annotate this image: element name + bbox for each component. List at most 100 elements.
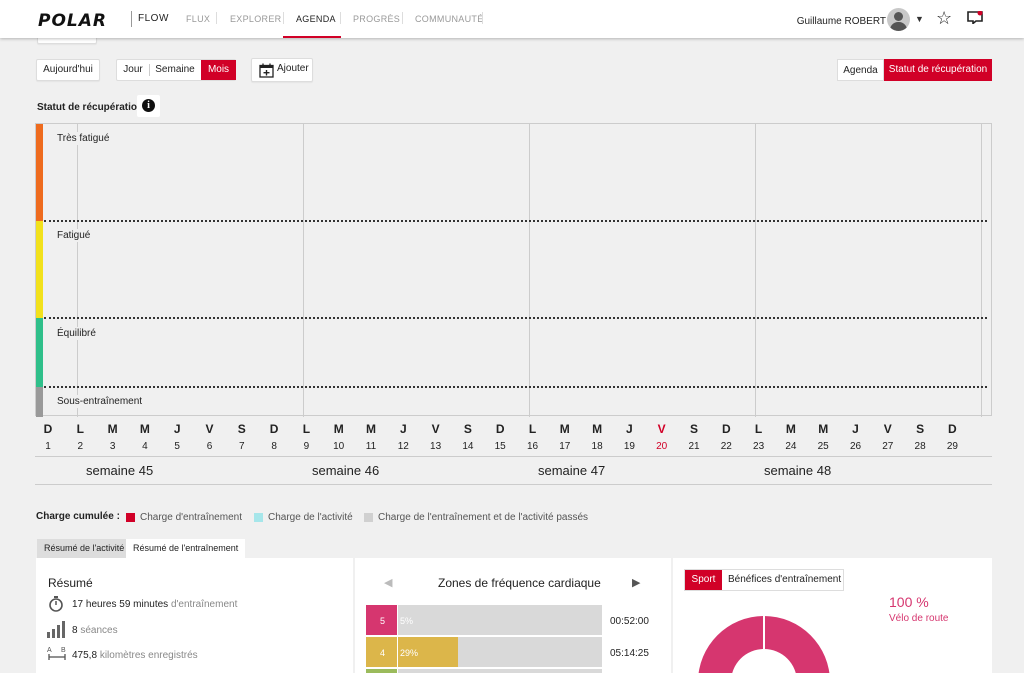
day-number: 20 bbox=[656, 441, 668, 452]
day-letter: M bbox=[818, 422, 829, 436]
tab-activity-summary[interactable]: Résumé de l'activité bbox=[37, 539, 132, 558]
week-label: semaine 46 bbox=[312, 463, 380, 478]
sport-pie-chart bbox=[698, 616, 830, 673]
segment-divider bbox=[149, 64, 150, 76]
summary-title: Résumé bbox=[48, 576, 93, 590]
zone-bar-undertrained bbox=[36, 387, 43, 417]
logo-divider bbox=[131, 11, 132, 27]
right-view-toggle: Agenda Statut de récupération bbox=[837, 59, 992, 81]
week-gridline bbox=[755, 124, 756, 417]
zone-bar-tired bbox=[36, 221, 43, 318]
nav-item-explorer[interactable]: EXPLORER bbox=[230, 14, 282, 24]
hr-zone-percent: 29% bbox=[400, 648, 419, 658]
day-letter: S bbox=[689, 422, 698, 436]
day-letter: L bbox=[528, 422, 537, 436]
calendar-add-icon bbox=[259, 63, 274, 78]
top-navigation: POLAR FLOW FLUX EXPLORER AGENDA PROGRÈS … bbox=[0, 0, 1024, 38]
nav-divider bbox=[402, 12, 403, 24]
day-number: 28 bbox=[914, 441, 926, 452]
view-week-button[interactable]: Semaine bbox=[155, 64, 195, 75]
sessions-unit: séances bbox=[80, 625, 118, 636]
hr-zone-time: 05:14:25 bbox=[610, 648, 649, 659]
legend-training-load: Charge d'entraînement bbox=[140, 512, 242, 523]
nav-item-progres[interactable]: PROGRÈS bbox=[353, 14, 401, 24]
day-number: 23 bbox=[753, 441, 765, 452]
legend-activity-load: Charge de l'activité bbox=[268, 512, 353, 523]
nav-item-agenda[interactable]: AGENDA bbox=[296, 14, 336, 24]
zone-label-tired: Fatigué bbox=[55, 229, 93, 242]
zone-label-very-tired: Très fatigué bbox=[55, 132, 112, 145]
view-day-button[interactable]: Jour bbox=[123, 64, 143, 75]
day-letter: M bbox=[107, 422, 118, 436]
day-letter: V bbox=[657, 422, 666, 436]
recovery-toggle[interactable]: Statut de récupération bbox=[884, 59, 992, 81]
day-letter: D bbox=[43, 422, 53, 436]
recovery-title: Statut de récupération bbox=[37, 102, 144, 113]
product-name: FLOW bbox=[138, 13, 169, 24]
day-letter: V bbox=[883, 422, 892, 436]
hr-zone-number: 5 bbox=[380, 616, 386, 626]
day-number: 21 bbox=[688, 441, 700, 452]
hr-zone-bar bbox=[366, 637, 459, 667]
nav-divider bbox=[283, 12, 284, 24]
user-avatar[interactable] bbox=[887, 8, 910, 31]
nav-item-flux[interactable]: FLUX bbox=[186, 14, 211, 24]
summary-panel bbox=[36, 558, 353, 673]
axis-divider bbox=[35, 456, 992, 457]
prev-arrow-icon[interactable]: ◀ bbox=[384, 577, 393, 589]
week-gridline bbox=[77, 124, 78, 417]
zone-divider bbox=[44, 386, 987, 388]
view-selector: Jour Semaine Mois bbox=[116, 59, 236, 81]
day-letter: J bbox=[173, 422, 181, 436]
day-letter: J bbox=[626, 422, 633, 436]
day-number: 4 bbox=[142, 441, 148, 452]
nav-divider bbox=[482, 12, 483, 24]
add-button[interactable]: Ajouter bbox=[251, 58, 313, 82]
polar-logo[interactable]: POLAR bbox=[38, 11, 107, 31]
day-number: 14 bbox=[462, 441, 474, 452]
hr-zones-title: Zones de fréquence cardiaque bbox=[438, 576, 601, 590]
day-number: 9 bbox=[303, 441, 310, 452]
agenda-toggle[interactable]: Agenda bbox=[837, 59, 884, 81]
view-month-button[interactable]: Mois bbox=[201, 60, 236, 80]
nav-divider bbox=[216, 12, 217, 24]
next-arrow-icon[interactable]: ▶ bbox=[632, 577, 641, 589]
weeks-divider bbox=[35, 484, 992, 485]
today-button[interactable]: Aujourd'hui bbox=[36, 59, 100, 81]
tab-training-benefits[interactable]: Bénéfices d'entraînement bbox=[728, 574, 842, 585]
add-label: Ajouter bbox=[277, 63, 309, 74]
day-number: 6 bbox=[206, 441, 213, 452]
day-letter: J bbox=[852, 422, 859, 436]
day-number: 10 bbox=[333, 441, 345, 452]
duration-value: 17 heures 59 minutes bbox=[72, 599, 169, 610]
star-icon[interactable]: ☆ bbox=[936, 8, 953, 28]
user-name[interactable]: Guillaume ROBERT bbox=[796, 16, 886, 27]
nav-item-communaute[interactable]: COMMUNAUTÉ bbox=[415, 14, 484, 24]
tab-sport[interactable]: Sport bbox=[685, 570, 722, 590]
distance-value: 475,8 bbox=[72, 650, 98, 661]
notification-icon[interactable] bbox=[967, 11, 983, 24]
day-letter: M bbox=[785, 422, 796, 436]
sport-tabs: Sport Bénéfices d'entraînement bbox=[684, 569, 844, 591]
hr-zone-bar bbox=[366, 669, 397, 673]
chevron-down-icon[interactable]: ▼ bbox=[915, 14, 924, 24]
day-letter: L bbox=[76, 422, 84, 436]
day-number: 3 bbox=[109, 441, 116, 452]
zone-bar-balanced bbox=[36, 318, 43, 387]
info-button[interactable]: i bbox=[137, 95, 160, 117]
info-icon: i bbox=[142, 99, 155, 112]
zone-divider bbox=[44, 220, 987, 222]
zone-label-undertrained: Sous-entraînement bbox=[55, 395, 145, 408]
legend-swatch bbox=[364, 513, 373, 522]
sport-name: Vélo de route bbox=[889, 613, 949, 624]
day-number: 17 bbox=[559, 441, 571, 452]
tab-training-summary[interactable]: Résumé de l'entraînement bbox=[126, 539, 246, 558]
active-nav-indicator bbox=[283, 36, 341, 38]
sessions-value: 8 bbox=[72, 625, 78, 636]
day-number: 15 bbox=[494, 441, 506, 452]
day-letter: J bbox=[399, 422, 407, 436]
hr-zone-track bbox=[366, 605, 602, 635]
hr-zone-bar bbox=[366, 605, 397, 635]
day-number: 25 bbox=[817, 441, 829, 452]
zone-label-balanced: Équilibré bbox=[55, 327, 98, 340]
